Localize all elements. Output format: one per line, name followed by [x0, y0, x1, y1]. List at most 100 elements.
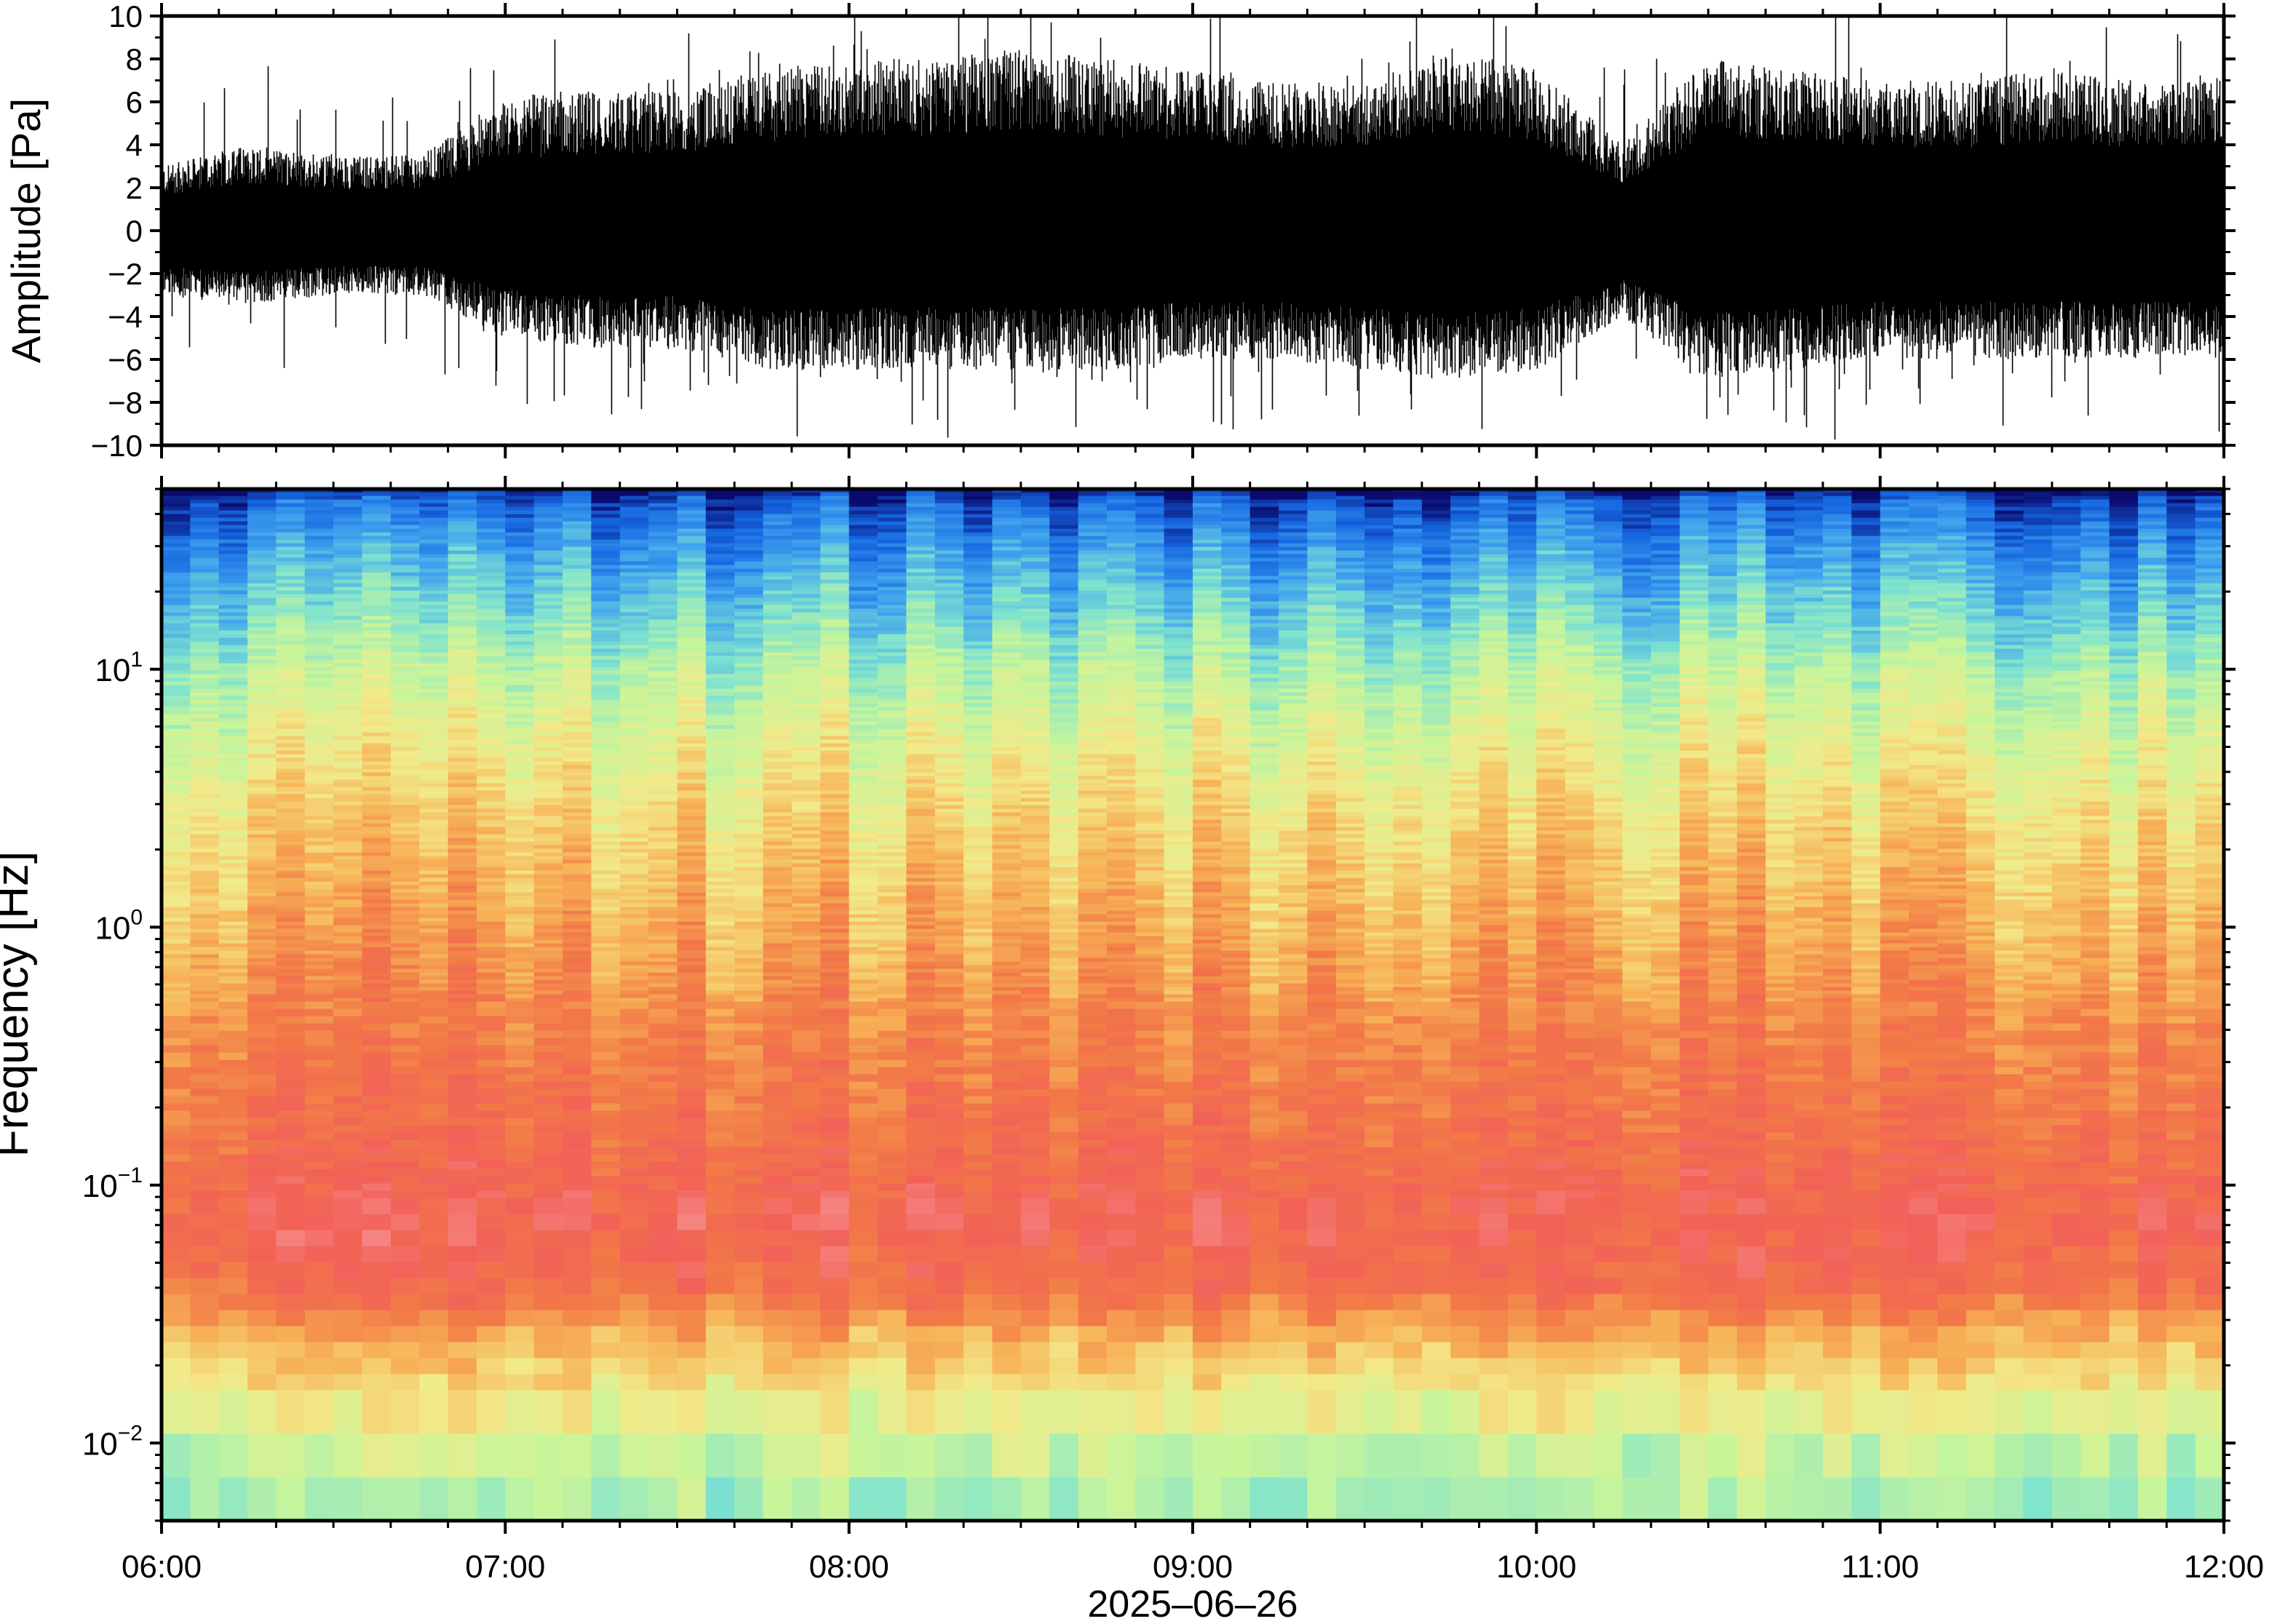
spectrogram-cell [304, 503, 334, 507]
spectrogram-cell [276, 1096, 306, 1104]
spectrogram-cell [705, 1433, 735, 1478]
spectrogram-cell [591, 714, 621, 718]
spectrogram-cell [333, 979, 363, 984]
spectrogram-cell [849, 568, 878, 573]
spectrogram-cell [419, 979, 449, 984]
spectrogram-cell [878, 1096, 907, 1104]
spectrogram-cell [849, 794, 878, 798]
spectrogram-cell [619, 885, 649, 889]
spectrogram-cell [304, 739, 334, 744]
spectrogram-cell [333, 1147, 363, 1155]
spectrogram-cell [648, 932, 678, 936]
spectrogram-cell [820, 565, 850, 569]
spectrogram-cell [734, 794, 764, 798]
spectrogram-cell [476, 521, 506, 525]
spectrogram-cell [820, 947, 850, 951]
spectrogram-cell [218, 546, 248, 551]
spectrogram-cell [476, 877, 506, 882]
spectrogram-cell [563, 859, 592, 864]
spectrogram-cell [705, 536, 735, 540]
spectrogram-cell [162, 888, 191, 893]
spectrogram-cell [849, 1067, 878, 1075]
spectrogram-cell [390, 717, 420, 722]
spectrogram-cell [448, 1096, 477, 1104]
spectrogram-cell [563, 834, 592, 838]
spectrogram-cell [247, 1001, 277, 1009]
spectrogram-cell [791, 921, 821, 926]
spectrogram-cell [763, 554, 792, 558]
spectrogram-cell [563, 652, 592, 656]
spectrogram-cell [849, 706, 878, 711]
spectrogram-cell [677, 987, 707, 991]
spectrogram-cell [218, 1169, 248, 1177]
spectrogram-cell [304, 728, 334, 733]
spectrogram-cell [619, 1161, 649, 1169]
spectrogram-cell [705, 1030, 735, 1038]
spectrogram-cell [906, 1096, 936, 1104]
spectrogram-cell [333, 550, 363, 554]
spectrogram-cell [820, 1230, 850, 1246]
spectrogram-cell [448, 1310, 477, 1326]
spectrogram-cell [362, 918, 392, 922]
spectrogram-cell [448, 1477, 477, 1521]
spectrogram-cell [734, 841, 764, 845]
spectrogram-cell [276, 506, 306, 511]
spectrogram-cell [648, 539, 678, 544]
spectrogram-cell [705, 1477, 735, 1521]
spectrogram-cell [763, 685, 792, 689]
spectrogram-cell [505, 539, 535, 544]
spectrogram-cell [362, 797, 392, 802]
spectrogram-cell [791, 1074, 821, 1082]
spectrogram-cell [247, 557, 277, 562]
spectrogram-cell [333, 561, 363, 565]
spectrogram-cell [591, 561, 621, 565]
spectrogram-cell [533, 1390, 563, 1434]
spectrogram-cell [276, 568, 306, 573]
spectrogram-cell [304, 539, 334, 544]
spectrogram-cell [878, 499, 907, 503]
spectrogram-cell [763, 732, 792, 736]
spectrogram-cell [591, 1154, 621, 1162]
spectrogram-cell [705, 910, 735, 915]
spectrogram-cell [505, 863, 535, 867]
spectrogram-cell [619, 510, 649, 514]
spectrogram-cell [390, 1045, 420, 1053]
spectrogram-cell [448, 787, 477, 791]
spectrogram-cell [533, 557, 563, 562]
spectrogram-cell [505, 1059, 535, 1067]
spectrogram-cell [591, 837, 621, 842]
spectrogram-cell [563, 932, 592, 936]
spectrogram-cell [820, 1118, 850, 1126]
spectrogram-cell [648, 1433, 678, 1478]
spectrogram-cell [333, 1118, 363, 1126]
spectrogram-cell [533, 510, 563, 514]
spectrogram-cell [304, 659, 334, 664]
spectrogram-cell [820, 1294, 850, 1310]
spectrogram-cell [906, 1477, 936, 1521]
spectrogram-cell [563, 710, 592, 715]
spectrogram-cell [591, 1045, 621, 1053]
spectrogram-cell [276, 950, 306, 955]
spectrogram-cell [304, 994, 334, 998]
spectrogram-cell [333, 688, 363, 693]
spectrogram-cell [505, 728, 535, 733]
spectrogram-cell [820, 805, 850, 809]
spectrogram-cell [247, 1374, 277, 1390]
spectrogram-cell [162, 958, 191, 962]
spectrogram-cell [763, 659, 792, 664]
spectrogram-cell [362, 747, 392, 751]
spectrogram-cell [448, 652, 477, 656]
spectrogram-cell [476, 674, 506, 678]
spectrogram-cell [734, 998, 764, 1002]
spectrogram-cell [190, 532, 220, 536]
spectrogram-cell [304, 579, 334, 584]
spectrogram-cell [906, 881, 936, 885]
spectrogram-cell [791, 1038, 821, 1046]
spectrogram-cell [734, 510, 764, 514]
spectrogram-cell [390, 605, 420, 609]
spectrogram-cell [476, 1390, 506, 1434]
spectrogram-cell [190, 674, 220, 678]
spectrogram-cell [218, 805, 248, 809]
spectrogram-cell [734, 743, 764, 747]
spectrogram-cell [533, 626, 563, 631]
